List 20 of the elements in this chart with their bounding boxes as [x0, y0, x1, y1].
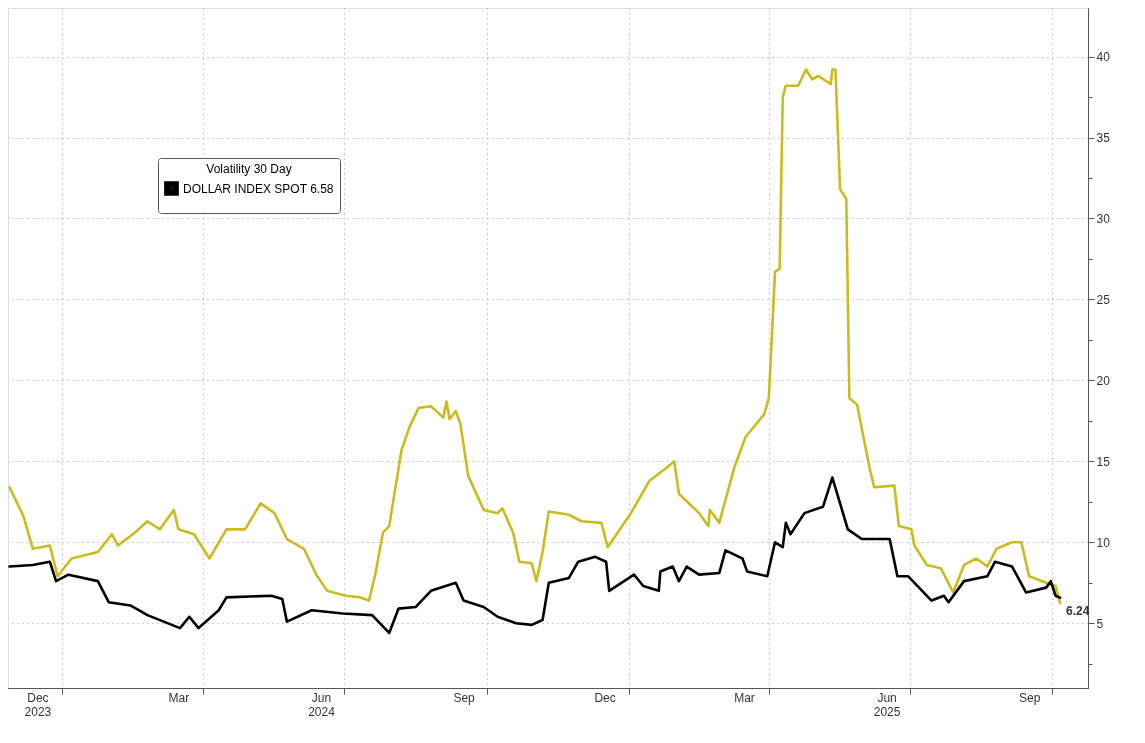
x-tick-label: Mar	[168, 690, 190, 705]
x-tick-label: Dec 2023	[24, 690, 52, 719]
x-tick-label: Dec	[594, 690, 616, 705]
y-tick-label: 10	[1096, 535, 1111, 550]
y-tick-label: 25	[1096, 292, 1111, 307]
line-series	[8, 68, 1062, 605]
x-tick-label: Mar	[734, 690, 755, 705]
x-tick-label: Jun 2024	[308, 690, 336, 719]
x-tick-label: Sep	[1018, 690, 1041, 705]
y-tick-label: 35	[1096, 131, 1111, 146]
y-tick-label: 40	[1096, 50, 1111, 65]
y-tick-label: 15	[1096, 454, 1111, 469]
x-tick-label: Sep	[453, 690, 476, 705]
legend-label: DOLLAR INDEX SPOT 6.58	[183, 181, 334, 196]
x-tick-label: Jun 2025	[873, 690, 901, 719]
line-series	[8, 476, 1062, 635]
y-tick-label: 30	[1096, 211, 1111, 226]
y-tick-label: 20	[1096, 373, 1111, 388]
y-tick-label: 5	[1096, 616, 1104, 631]
legend-title: Volatility 30 Day	[206, 162, 292, 176]
